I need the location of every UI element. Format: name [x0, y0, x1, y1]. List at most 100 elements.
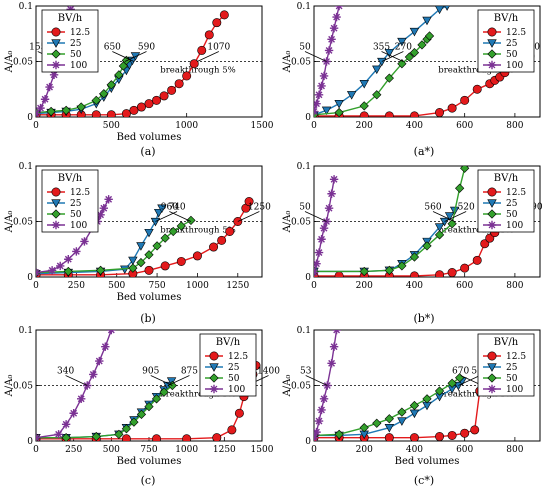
data-point-12.5: [91, 110, 101, 117]
legend-box: [477, 333, 535, 397]
data-point-100: [324, 46, 334, 55]
data-point-12.5: [447, 103, 457, 113]
data-point-12.5: [152, 434, 162, 441]
x-tick-label: 600: [456, 121, 473, 131]
y-tick-label: 0.1: [19, 2, 33, 12]
data-point-50: [46, 106, 56, 117]
data-point-25: [153, 208, 164, 218]
data-point-100: [314, 268, 319, 277]
data-point-12.5: [409, 111, 419, 117]
data-point-50: [114, 70, 124, 80]
annotation-label: 740: [168, 203, 185, 213]
annotation-arrow: [304, 211, 327, 222]
series-line-50: [314, 168, 466, 273]
y-tick-label: 0: [27, 437, 33, 447]
data-point-12.5: [167, 85, 177, 95]
annotation-arrow: [432, 211, 455, 222]
data-point-100: [64, 255, 73, 264]
annotation-label: 590: [138, 43, 155, 53]
annotation-arrow: [444, 211, 467, 222]
data-point-50: [422, 394, 432, 404]
data-point-12.5: [106, 110, 116, 117]
data-point-100: [322, 57, 331, 66]
x-tick-label: 1000: [186, 281, 209, 291]
annotation-label: 1250: [248, 203, 271, 213]
data-point-12.5: [480, 239, 490, 249]
legend-marker-100: [51, 220, 61, 230]
data-point-50: [359, 423, 369, 433]
data-point-25: [384, 48, 395, 58]
x-tick-label: 800: [506, 121, 523, 131]
data-point-25: [346, 91, 357, 100]
data-layer: [36, 195, 254, 277]
data-point-100: [314, 107, 319, 116]
legend-label: 12.5: [70, 188, 90, 198]
data-point-100: [66, 6, 75, 14]
legend-title: BV/h: [494, 173, 519, 184]
panel-label: (b): [140, 312, 156, 325]
data-point-100: [40, 95, 50, 104]
data-point-100: [99, 203, 108, 213]
legend-label: 25: [228, 363, 240, 373]
threshold-label: breakthrough 5%: [438, 66, 513, 76]
annotation-label: 50: [299, 43, 311, 53]
data-point-100: [45, 82, 54, 92]
threshold-label: breakthrough 5%: [160, 66, 235, 76]
data-point-25: [434, 223, 445, 232]
legend-marker-25: [209, 363, 219, 372]
data-point-100: [323, 381, 332, 390]
x-tick-label: 400: [406, 121, 423, 131]
legend-marker-50: [51, 209, 61, 219]
legend-label: 50: [70, 210, 82, 220]
data-point-100: [89, 370, 98, 379]
annotation-arrow: [197, 51, 219, 62]
legend-marker-25: [487, 363, 497, 372]
y-tick-label: 0: [27, 113, 33, 123]
data-point-25: [377, 57, 387, 67]
legend-label: 12.5: [506, 28, 526, 38]
data-point-12.5: [189, 59, 199, 69]
data-point-12.5: [192, 251, 202, 261]
x-tick-label: 1500: [251, 445, 274, 455]
annotation-arrow: [65, 375, 88, 386]
y-tick-label: 0: [305, 273, 311, 283]
data-point-100: [83, 381, 92, 390]
legend-marker-25: [51, 39, 61, 48]
data-point-12.5: [409, 271, 419, 277]
data-point-50: [129, 417, 139, 427]
legend-title: BV/h: [58, 173, 83, 184]
data-point-50: [334, 429, 344, 439]
data-point-100: [314, 90, 324, 99]
legend-box: [477, 169, 535, 233]
data-point-50: [63, 266, 73, 277]
y-tick-label: 0.05: [291, 218, 311, 228]
legend-label: 25: [506, 39, 518, 49]
legend-label: 100: [506, 61, 523, 71]
data-point-100: [54, 430, 63, 439]
data-point-100: [61, 420, 71, 429]
legend-box: [41, 169, 99, 233]
data-point-50: [152, 241, 162, 251]
annotation-arrow: [167, 375, 190, 386]
data-point-12.5: [219, 10, 229, 20]
x-tick-label: 750: [148, 281, 165, 291]
data-point-12.5: [129, 105, 139, 115]
data-point-25: [384, 424, 395, 433]
panel-3: breakthrough 5% 0 200 400 600 800 0 0.05 0.1 A/A₀…: [282, 162, 543, 325]
y-tick-label: 0.1: [297, 162, 311, 172]
data-point-12.5: [212, 18, 222, 28]
annotation-arrow: [150, 375, 173, 386]
panel-5: breakthrough 5% 0 200 400 600 800 0 0.05 0.1 Bed …: [282, 326, 541, 487]
data-point-50: [460, 166, 470, 173]
legend-label: 25: [70, 39, 82, 49]
data-point-50: [409, 47, 420, 58]
legend-title: BV/h: [58, 13, 83, 24]
legend-marker-25: [487, 199, 497, 208]
data-point-12.5: [225, 226, 235, 236]
data-point-12.5: [244, 197, 254, 207]
x-tick-label: 0: [311, 121, 317, 131]
data-point-100: [104, 195, 113, 204]
annotation-label: 1070: [207, 43, 230, 53]
annotation-label: 340: [57, 367, 74, 377]
legend-marker-100: [487, 384, 497, 394]
